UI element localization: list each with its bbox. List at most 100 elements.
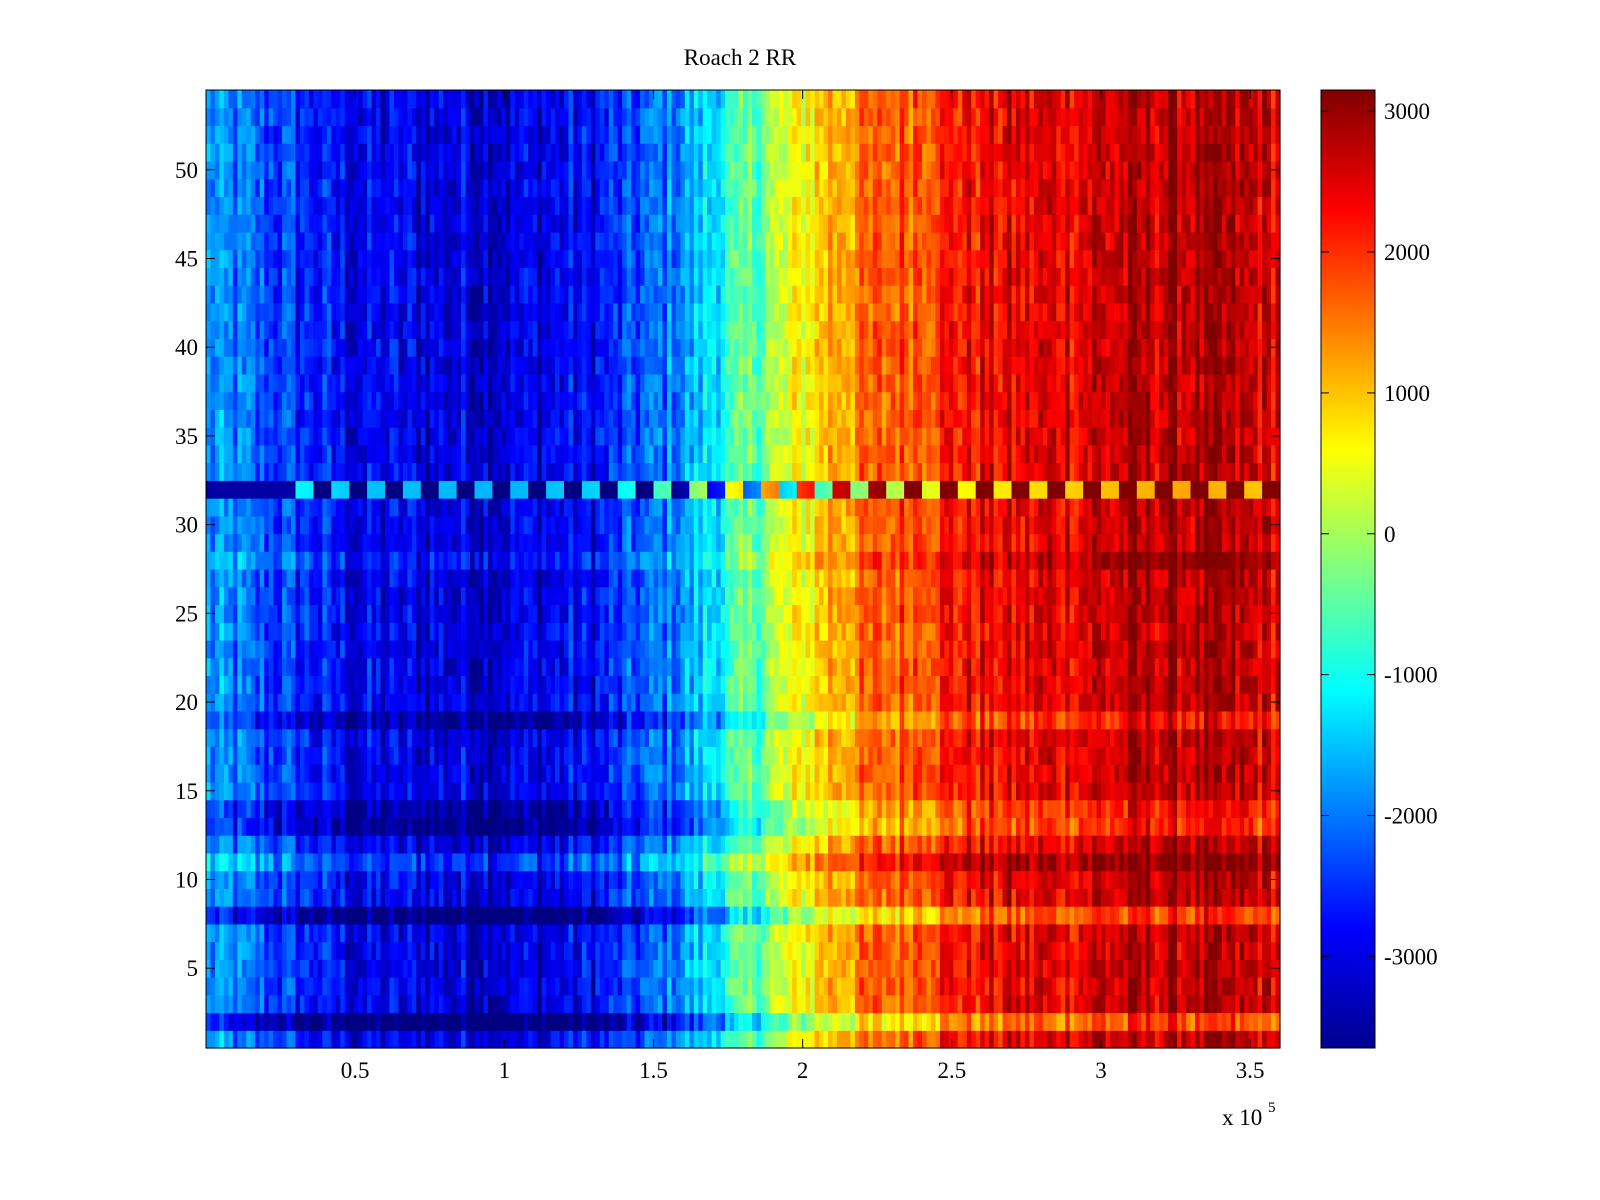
heatmap-cell: [1065, 923, 1071, 943]
heatmap-cell: [993, 799, 999, 818]
heatmap-cell: [608, 923, 614, 943]
heatmap-cell: [1078, 1030, 1084, 1049]
heatmap-cell: [581, 710, 587, 730]
heatmap-cell: [398, 781, 404, 801]
heatmap-cell: [1101, 994, 1107, 1014]
heatmap-cell: [452, 835, 458, 854]
heatmap-cell: [1020, 906, 1026, 925]
heatmap-cell: [206, 1030, 212, 1049]
heatmap-cell: [1208, 870, 1214, 889]
heatmap-cell: [398, 959, 404, 978]
heatmap-cell: [1105, 835, 1111, 854]
heatmap-cell: [653, 923, 659, 943]
heatmap-cell: [738, 764, 744, 783]
heatmap-cell: [501, 941, 507, 960]
heatmap-cell: [1096, 728, 1102, 748]
heatmap-cell: [1163, 835, 1169, 854]
heatmap-cell: [805, 906, 811, 925]
heatmap-cell: [532, 817, 538, 836]
heatmap-cell: [380, 746, 386, 765]
heatmap-cell: [962, 923, 968, 943]
heatmap-cell: [1109, 906, 1116, 925]
heatmap-cell: [223, 906, 229, 925]
heatmap-cell: [599, 941, 605, 960]
heatmap-cell: [1123, 870, 1129, 889]
heatmap-cell: [595, 941, 601, 960]
heatmap-cell: [783, 941, 789, 960]
heatmap-cell: [729, 977, 735, 996]
heatmap-cell: [237, 693, 243, 712]
heatmap-cell: [470, 693, 476, 712]
heatmap-cell: [1168, 994, 1174, 1014]
heatmap-cell: [425, 835, 431, 854]
heatmap-cell: [550, 994, 556, 1014]
heatmap-cell: [1127, 764, 1133, 783]
heatmap-cell: [559, 994, 565, 1014]
heatmap-cell: [859, 693, 865, 712]
heatmap-cell: [631, 994, 637, 1014]
heatmap-cell: [456, 728, 462, 748]
heatmap-cell: [787, 852, 793, 872]
heatmap-cell: [819, 746, 825, 765]
heatmap-cell: [863, 746, 869, 765]
heatmap-cell: [546, 710, 552, 730]
heatmap-cell: [1186, 817, 1192, 836]
heatmap-cell: [948, 675, 954, 694]
heatmap-cell: [698, 888, 704, 907]
heatmap-cell: [564, 941, 570, 960]
heatmap-cell: [1177, 870, 1183, 889]
heatmap-cell: [1007, 835, 1013, 854]
heatmap-cell: [443, 1030, 449, 1049]
heatmap-cell: [1033, 959, 1039, 978]
heatmap-cell: [367, 870, 373, 889]
heatmap-cell: [899, 941, 905, 960]
heatmap-cell: [514, 870, 520, 889]
heatmap-cell: [420, 888, 426, 907]
heatmap-cell: [286, 781, 292, 801]
heatmap-cell: [743, 781, 749, 801]
heatmap-cell: [895, 693, 901, 712]
heatmap-cell: [1159, 852, 1165, 872]
heatmap-cell: [541, 728, 547, 748]
heatmap-cell: [371, 1030, 377, 1049]
heatmap-cell: [376, 746, 382, 765]
heatmap-cell: [760, 959, 766, 978]
heatmap-cell: [1226, 799, 1232, 818]
heatmap-cell: [828, 675, 834, 694]
heatmap-cell: [1221, 799, 1227, 818]
heatmap-cell: [689, 923, 695, 943]
heatmap-cell: [711, 710, 717, 730]
heatmap-cell: [304, 1030, 310, 1049]
heatmap-cell: [908, 799, 914, 818]
heatmap-cell: [461, 799, 467, 818]
heatmap-cell: [729, 764, 735, 783]
heatmap-cell: [765, 994, 771, 1014]
heatmap-cell: [1230, 941, 1236, 960]
heatmap-cell: [944, 675, 950, 694]
heatmap-cell: [223, 941, 229, 960]
heatmap-cell: [613, 835, 619, 854]
heatmap-cell: [371, 977, 377, 996]
heatmap-cell: [908, 764, 914, 783]
heatmap-cell: [1069, 994, 1075, 1014]
heatmap-cell: [998, 799, 1004, 818]
heatmap-cell: [631, 799, 637, 818]
heatmap-cell: [881, 835, 887, 854]
heatmap-cell: [1221, 764, 1227, 783]
heatmap-cell: [344, 817, 350, 836]
heatmap-cell: [649, 835, 655, 854]
heatmap-cell: [1002, 817, 1008, 836]
heatmap-cell: [993, 728, 999, 748]
heatmap-cell: [1002, 870, 1008, 889]
heatmap-cell: [559, 728, 565, 748]
heatmap-cell: [1217, 781, 1223, 801]
heatmap-cell: [971, 941, 977, 960]
heatmap-cell: [801, 799, 807, 818]
heatmap-cell: [1194, 888, 1201, 907]
heatmap-cell: [836, 977, 843, 996]
heatmap-cell: [904, 835, 910, 854]
heatmap-cell: [859, 977, 865, 996]
heatmap-cell: [313, 923, 319, 943]
heatmap-cell: [572, 817, 579, 836]
heatmap-cell: [429, 1012, 435, 1031]
